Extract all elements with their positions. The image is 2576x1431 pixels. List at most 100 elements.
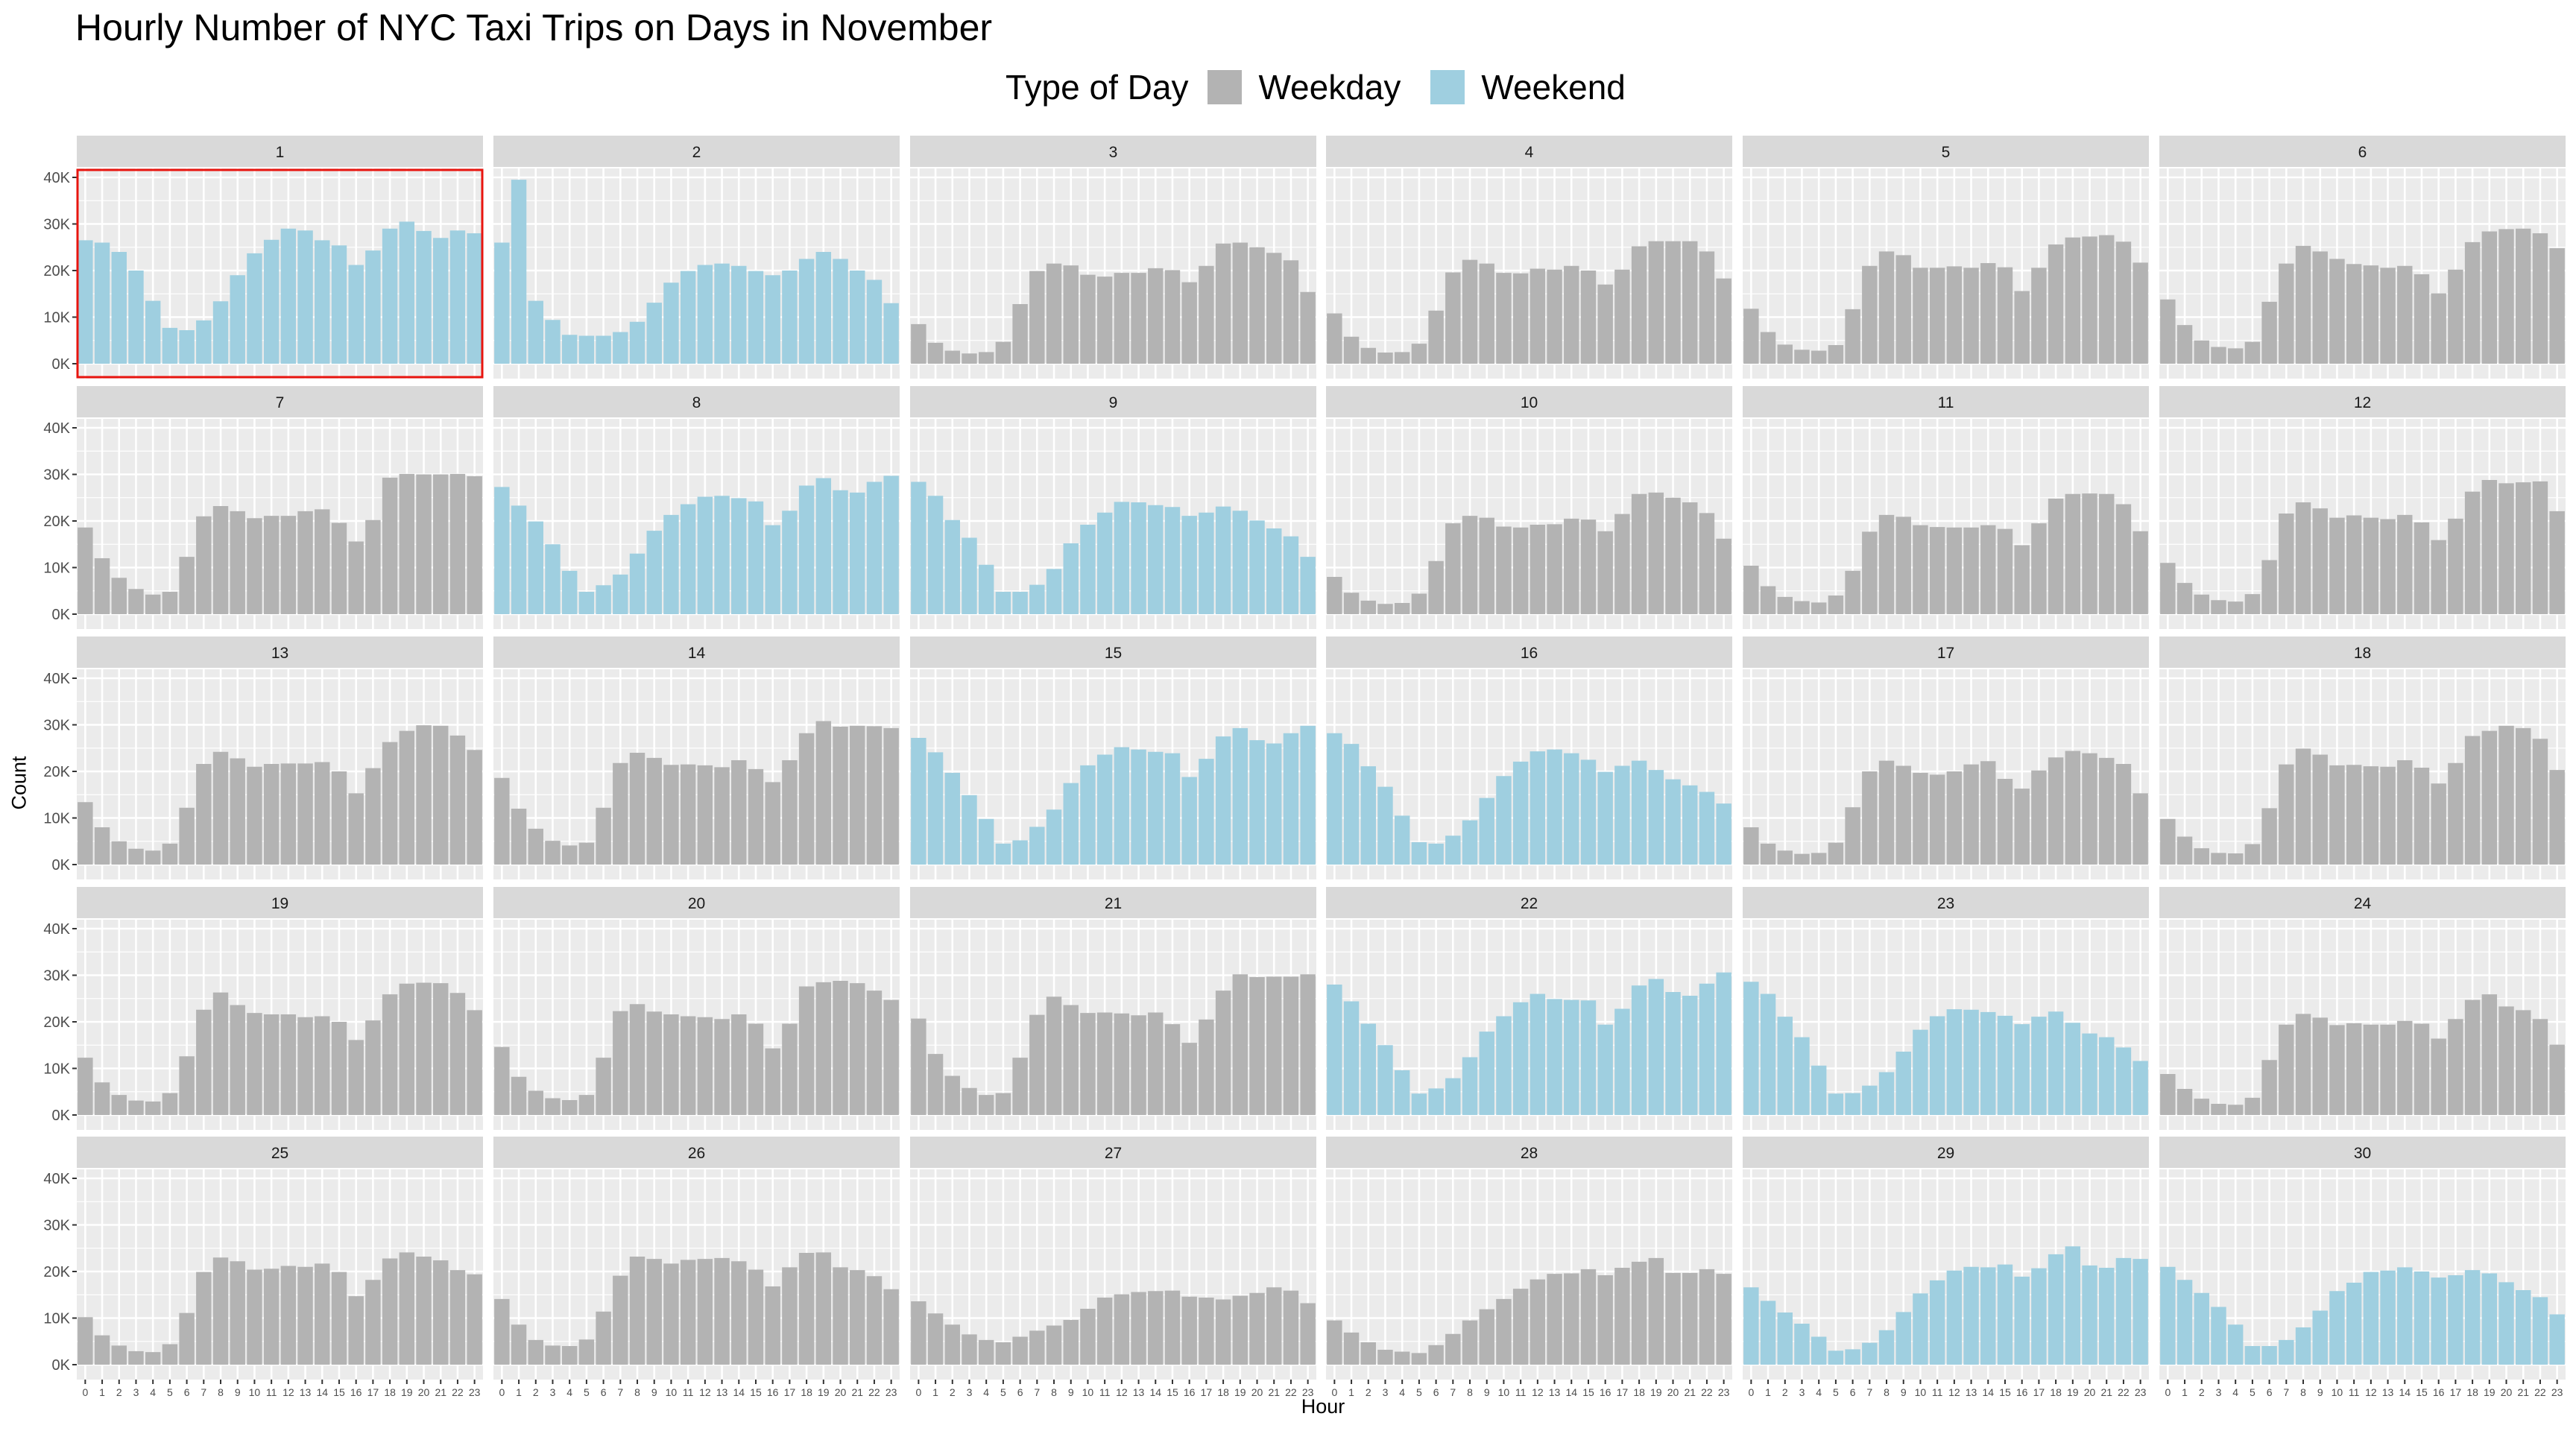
bar — [1114, 273, 1130, 364]
bar — [2099, 493, 2115, 614]
bar — [1580, 519, 1597, 614]
x-tick-label: 23 — [1302, 1386, 1314, 1398]
y-tick-label: 0K — [52, 1357, 71, 1374]
bar — [128, 1100, 144, 1115]
bar — [680, 504, 696, 614]
bar — [1063, 1320, 1079, 1365]
bar — [1760, 332, 1776, 364]
bar — [2133, 1259, 2148, 1365]
bar — [1665, 992, 1681, 1115]
bar — [162, 1344, 178, 1365]
bar — [1377, 604, 1393, 614]
bar — [1080, 1013, 1096, 1115]
bar — [697, 265, 713, 364]
bar — [962, 1334, 977, 1365]
bar — [1512, 761, 1529, 865]
bar — [2498, 483, 2514, 614]
bar — [883, 303, 899, 364]
facet-strip-label: 10 — [1521, 394, 1538, 411]
panel-background — [2159, 1169, 2566, 1380]
bar — [1665, 497, 1681, 614]
bar — [2227, 853, 2244, 865]
bar — [2244, 1346, 2261, 1365]
bar — [528, 1339, 543, 1365]
bar — [2516, 482, 2531, 614]
bar — [927, 1054, 944, 1115]
bar — [2211, 347, 2226, 364]
bar — [94, 1335, 110, 1365]
bar — [1878, 251, 1895, 364]
bar — [1597, 1024, 1613, 1115]
bar — [1547, 999, 1562, 1115]
bar — [528, 1090, 543, 1115]
bar — [1283, 733, 1299, 865]
bar — [1963, 1009, 1979, 1115]
bar — [2014, 545, 2030, 614]
bar — [2549, 770, 2565, 865]
x-tick-label: 4 — [150, 1386, 156, 1398]
bar — [765, 1048, 780, 1115]
bar — [365, 519, 381, 614]
bar — [978, 564, 994, 614]
x-tick-label: 17 — [367, 1386, 379, 1398]
bar — [663, 1263, 679, 1365]
bar — [646, 757, 662, 865]
bar — [1811, 1336, 1827, 1365]
bar — [1743, 982, 1759, 1115]
bar — [2464, 1270, 2481, 1365]
bar — [331, 1272, 347, 1365]
bar — [2031, 1268, 2047, 1365]
bar — [2227, 348, 2244, 364]
bar — [1360, 1342, 1376, 1365]
bar — [1597, 771, 1613, 865]
bar — [2397, 1267, 2413, 1365]
bar — [2295, 748, 2311, 865]
x-tick-label: 11 — [266, 1386, 277, 1398]
facet-strip-label: 5 — [1942, 144, 1951, 161]
x-tick-label: 23 — [469, 1386, 481, 1398]
bar — [2082, 1265, 2097, 1365]
bar — [1215, 1299, 1231, 1365]
bar — [1283, 536, 1299, 614]
bar — [1980, 761, 1996, 865]
bar — [2431, 1277, 2446, 1365]
bar — [1743, 1287, 1759, 1365]
bar — [2115, 1047, 2132, 1115]
bar — [2082, 1033, 2097, 1115]
bar — [263, 516, 280, 614]
bar — [911, 1018, 926, 1115]
bar — [1580, 759, 1597, 865]
facet-strip — [2159, 136, 2566, 167]
bar — [196, 516, 212, 614]
bar — [2014, 789, 2030, 865]
bar — [1564, 1273, 1579, 1365]
bar — [798, 733, 815, 865]
bar — [1946, 1009, 1963, 1115]
bar — [1266, 528, 1282, 614]
bar — [348, 265, 364, 364]
x-tick-label: 7 — [617, 1386, 623, 1398]
bar — [1377, 353, 1393, 364]
bar — [2194, 1292, 2209, 1365]
bar — [927, 1313, 944, 1365]
bar — [2133, 1061, 2148, 1115]
bar — [449, 1270, 466, 1365]
bar — [2279, 764, 2294, 865]
bar — [1777, 1017, 1793, 1115]
bar — [2516, 1010, 2531, 1115]
y-tick-label: 10K — [43, 310, 70, 326]
bar — [1114, 502, 1130, 614]
x-tick-label: 3 — [2216, 1386, 2222, 1398]
bar — [1512, 527, 1529, 614]
bar — [2160, 299, 2176, 364]
bar — [416, 474, 432, 614]
x-tick-label: 12 — [699, 1386, 711, 1398]
facet-strip — [493, 887, 900, 918]
bar — [1963, 764, 1979, 865]
bar — [111, 841, 127, 865]
bar — [927, 342, 944, 364]
x-tick-label: 14 — [316, 1386, 328, 1398]
panel-background — [1326, 168, 1732, 379]
bar — [1913, 1293, 1928, 1365]
bar — [680, 1260, 696, 1365]
